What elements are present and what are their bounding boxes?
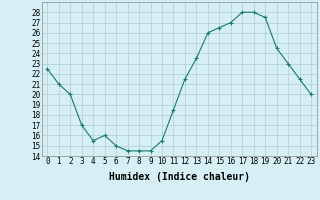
X-axis label: Humidex (Indice chaleur): Humidex (Indice chaleur) bbox=[109, 172, 250, 182]
